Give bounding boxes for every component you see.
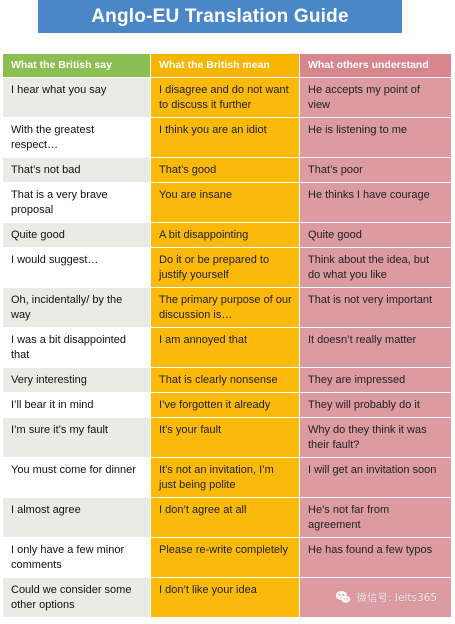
cell-others-understand: He is listening to me: [299, 117, 452, 158]
cell-others-understand: He has found a few typos: [299, 537, 452, 578]
table-row: Very interesting That is clearly nonsense…: [2, 367, 452, 393]
cell-british-say: You must come for dinner: [2, 457, 151, 498]
table-row: I would suggest… Do it or be prepared to …: [2, 247, 452, 288]
cell-british-say: Could we consider some other options: [2, 577, 151, 618]
header-row: What the British say What the British me…: [2, 53, 452, 78]
table-row: I hear what you say I disagree and do not…: [2, 77, 452, 118]
table-body: I hear what you say I disagree and do not…: [2, 77, 452, 618]
cell-british-mean: That is clearly nonsense: [150, 367, 300, 393]
cell-others-understand: It doesn’t really matter: [299, 327, 452, 368]
table-row: That is a very brave proposal You are ins…: [2, 182, 452, 223]
cell-british-say: I hear what you say: [2, 77, 151, 118]
watermark: 微信号: Ielts365: [334, 588, 437, 606]
cell-british-say: I’m sure it’s my fault: [2, 417, 151, 458]
table-row: That’s not bad That’s good That’s poor: [2, 157, 452, 183]
cell-british-say: Very interesting: [2, 367, 151, 393]
cell-british-say: That is a very brave proposal: [2, 182, 151, 223]
table-row: I was a bit disappointed that I am annoye…: [2, 327, 452, 368]
cell-british-mean: I don’t like your idea: [150, 577, 300, 618]
cell-british-mean: Please re-write completely: [150, 537, 300, 578]
cell-others-understand: They are impressed: [299, 367, 452, 393]
cell-british-mean: I think you are an idiot: [150, 117, 300, 158]
cell-british-say: I almost agree: [2, 497, 151, 538]
cell-others-understand: He accepts my point of view: [299, 77, 452, 118]
header-others-understand: What others understand: [299, 53, 452, 78]
cell-others-understand: [299, 577, 452, 618]
header-british-say: What the British say: [2, 53, 151, 78]
cell-others-understand: Why do they think it was their fault?: [299, 417, 452, 458]
cell-british-say: Quite good: [2, 222, 151, 248]
cell-british-say: I only have a few minor comments: [2, 537, 151, 578]
cell-others-understand: Quite good: [299, 222, 452, 248]
table-row: Could we consider some other options I do…: [2, 577, 452, 618]
cell-british-say: With the greatest respect…: [2, 117, 151, 158]
cell-others-understand: That’s poor: [299, 157, 452, 183]
cell-british-mean: I disagree and do not want to discuss it…: [150, 77, 300, 118]
wechat-icon: [334, 590, 351, 604]
table-row: Quite good A bit disappointing Quite good: [2, 222, 452, 248]
cell-others-understand: He thinks I have courage: [299, 182, 452, 223]
cell-others-understand: He’s not far from agreement: [299, 497, 452, 538]
translation-table: What the British say What the British me…: [2, 53, 452, 618]
cell-british-say: I’ll bear it in mind: [2, 392, 151, 418]
table-row: You must come for dinner It’s not an invi…: [2, 457, 452, 498]
cell-others-understand: That is not very important: [299, 287, 452, 328]
cell-british-mean: Do it or be prepared to justify yourself: [150, 247, 300, 288]
table-row: With the greatest respect… I think you ar…: [2, 117, 452, 158]
cell-british-mean: You are insane: [150, 182, 300, 223]
cell-british-mean: That’s good: [150, 157, 300, 183]
cell-british-say: I was a bit disappointed that: [2, 327, 151, 368]
cell-british-mean: It’s your fault: [150, 417, 300, 458]
cell-others-understand: Think about the idea, but do what you li…: [299, 247, 452, 288]
guide-title: Anglo-EU Translation Guide: [38, 0, 402, 33]
cell-british-mean: A bit disappointing: [150, 222, 300, 248]
cell-british-mean: I’ve forgotten it already: [150, 392, 300, 418]
cell-british-mean: The primary purpose of our discussion is…: [150, 287, 300, 328]
cell-british-mean: It’s not an invitation, I’m just being p…: [150, 457, 300, 498]
cell-others-understand: They will probably do it: [299, 392, 452, 418]
header-british-mean: What the British mean: [150, 53, 300, 78]
cell-british-say: That’s not bad: [2, 157, 151, 183]
watermark-text: 微信号: Ielts365: [356, 591, 437, 604]
table-row: I’m sure it’s my fault It’s your fault Why…: [2, 417, 452, 458]
cell-others-understand: I will get an invitation soon: [299, 457, 452, 498]
cell-british-say: Oh, incidentally/ by the way: [2, 287, 151, 328]
cell-british-mean: I am annoyed that: [150, 327, 300, 368]
table-row: I only have a few minor comments Please r…: [2, 537, 452, 578]
table-row: I almost agree I don’t agree at all He’s n…: [2, 497, 452, 538]
table-row: Oh, incidentally/ by the way The primary …: [2, 287, 452, 328]
table-row: I’ll bear it in mind I’ve forgotten it al…: [2, 392, 452, 418]
cell-british-say: I would suggest…: [2, 247, 151, 288]
cell-british-mean: I don’t agree at all: [150, 497, 300, 538]
